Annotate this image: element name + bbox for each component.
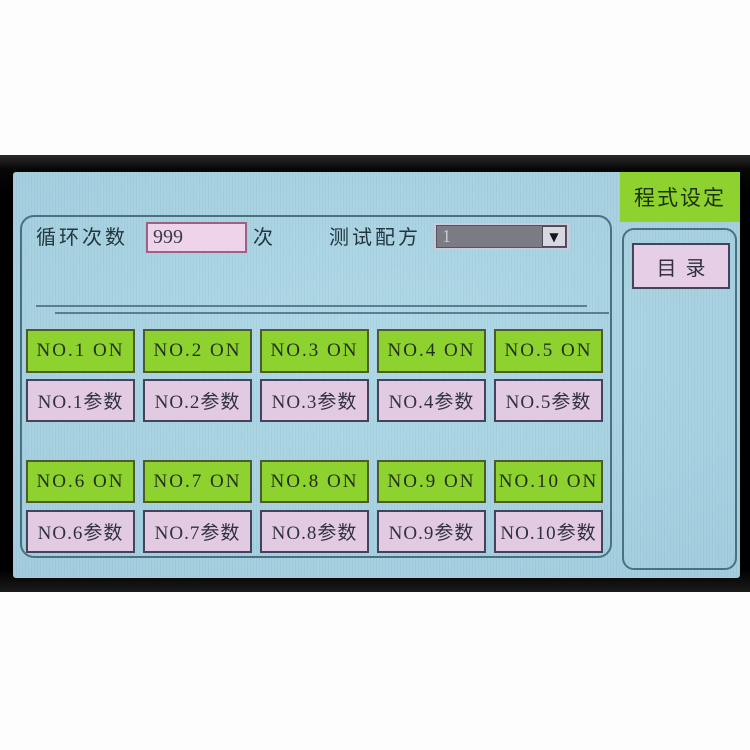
channel-2-param-button[interactable]: NO.2参数 <box>143 379 252 422</box>
channel-group-1: NO.1 ON NO.2 ON NO.3 ON NO.4 ON NO.5 ON … <box>26 329 603 422</box>
recipe-dropdown[interactable]: 1 ▼ <box>434 223 569 250</box>
channel-10-on-button[interactable]: NO.10 ON <box>494 460 603 503</box>
cycle-count-input[interactable] <box>146 222 247 253</box>
channel-10-param-button[interactable]: NO.10参数 <box>494 510 603 553</box>
divider-line <box>36 305 587 307</box>
cycle-count-label: 循环次数 <box>36 227 128 249</box>
main-settings-panel: 循环次数 次 测试配方 1 ▼ NO.1 ON NO.2 ON NO.3 ON … <box>20 215 612 558</box>
channel-1-param-button[interactable]: NO.1参数 <box>26 379 135 422</box>
channel-8-on-button[interactable]: NO.8 ON <box>260 460 369 503</box>
hmi-screen: 程式设定 循环次数 次 测试配方 1 ▼ NO.1 ON NO.2 ON NO.… <box>13 172 740 578</box>
channel-3-on-button[interactable]: NO.3 ON <box>260 329 369 373</box>
device-bezel: 程式设定 循环次数 次 测试配方 1 ▼ NO.1 ON NO.2 ON NO.… <box>0 155 750 592</box>
channel-6-param-button[interactable]: NO.6参数 <box>26 510 135 553</box>
channel-6-on-button[interactable]: NO.6 ON <box>26 460 135 503</box>
channel-5-param-button[interactable]: NO.5参数 <box>494 379 603 422</box>
channel-1-on-button[interactable]: NO.1 ON <box>26 329 135 373</box>
channel-3-param-button[interactable]: NO.3参数 <box>260 379 369 422</box>
cycle-count-unit-label: 次 <box>253 227 276 249</box>
menu-button[interactable]: 目录 <box>632 243 730 289</box>
channel-7-on-button[interactable]: NO.7 ON <box>143 460 252 503</box>
divider-line <box>55 312 609 314</box>
channel-7-param-button[interactable]: NO.7参数 <box>143 510 252 553</box>
recipe-label: 测试配方 <box>329 227 421 249</box>
recipe-selected-value: 1 <box>442 226 451 246</box>
channel-4-param-button[interactable]: NO.4参数 <box>377 379 486 422</box>
channel-9-on-button[interactable]: NO.9 ON <box>377 460 486 503</box>
channel-4-on-button[interactable]: NO.4 ON <box>377 329 486 373</box>
channel-2-on-button[interactable]: NO.2 ON <box>143 329 252 373</box>
side-panel: 目录 <box>622 228 737 570</box>
chevron-down-icon[interactable]: ▼ <box>542 226 566 247</box>
channel-9-param-button[interactable]: NO.9参数 <box>377 510 486 553</box>
channel-group-2: NO.6 ON NO.7 ON NO.8 ON NO.9 ON NO.10 ON… <box>26 460 603 553</box>
channel-8-param-button[interactable]: NO.8参数 <box>260 510 369 553</box>
channel-5-on-button[interactable]: NO.5 ON <box>494 329 603 373</box>
page-title: 程式设定 <box>620 172 740 222</box>
